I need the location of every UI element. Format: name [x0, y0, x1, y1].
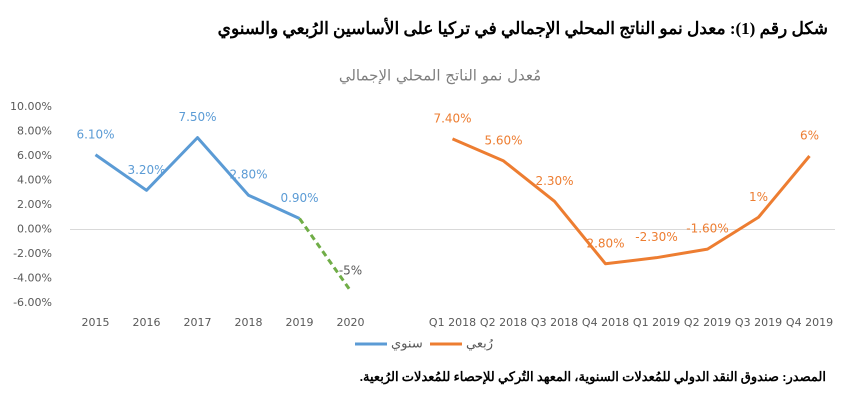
x-tick-label: 2020: [337, 316, 365, 329]
x-tick-label: Q4 2018: [582, 316, 629, 329]
data-label: 5.60%: [484, 133, 522, 147]
x-tick-label: Q4 2019: [786, 316, 833, 329]
data-label: 2.30%: [535, 174, 573, 188]
x-tick-label: Q1 2019: [633, 316, 680, 329]
y-tick-label: 0.00%: [17, 223, 52, 236]
x-tick-label: Q3 2018: [531, 316, 578, 329]
chart-title: شكل رقم (1): معدل نمو الناتج المحلي الإج…: [218, 17, 828, 39]
y-tick-label: 2.00%: [17, 198, 52, 211]
x-tick-label: Q2 2018: [480, 316, 527, 329]
y-tick-label: -6.00%: [13, 296, 52, 309]
data-label: 2.80%: [586, 236, 624, 250]
chart-subtitle: مُعدل نمو الناتج المحلي الإجمالي: [339, 67, 541, 86]
x-tick-label: 2017: [184, 316, 212, 329]
y-tick-label: 8.00%: [17, 125, 52, 138]
series-line: [94, 136, 301, 220]
data-label: 7.50%: [178, 110, 216, 124]
data-label: 7.40%: [433, 111, 471, 125]
data-label: 0.90%: [280, 191, 318, 205]
x-tick-label: Q3 2019: [735, 316, 782, 329]
series-line: [451, 137, 811, 266]
x-tick-label: 2019: [286, 316, 314, 329]
data-label: -5%: [339, 263, 362, 277]
y-tick-label: 4.00%: [17, 174, 52, 187]
x-tick-label: 2016: [133, 316, 161, 329]
legend-label: سنوي: [391, 337, 423, 352]
y-tick-label: -2.00%: [13, 247, 52, 260]
series-line: [298, 217, 352, 292]
y-tick-label: 6.00%: [17, 149, 52, 162]
x-tick-label: Q2 2019: [684, 316, 731, 329]
data-label: 6%: [800, 129, 819, 143]
source-note: المصدر: صندوق النقد الدولي للمُعدلات الس…: [360, 369, 826, 385]
x-tick-label: Q1 2018: [429, 316, 476, 329]
x-tick-label: 2015: [82, 316, 110, 329]
data-label: 3.20%: [127, 163, 165, 177]
data-label: -1.60%: [686, 222, 728, 236]
data-label: 6.10%: [76, 127, 114, 141]
data-label: 1%: [749, 190, 768, 204]
data-label: 2.80%: [229, 168, 267, 182]
y-tick-label: -4.00%: [13, 272, 52, 285]
y-tick-label: 10.00%: [10, 100, 52, 113]
legend-label: رُبعي: [466, 337, 494, 352]
data-label: -2.30%: [635, 230, 677, 244]
x-tick-label: 2018: [235, 316, 263, 329]
